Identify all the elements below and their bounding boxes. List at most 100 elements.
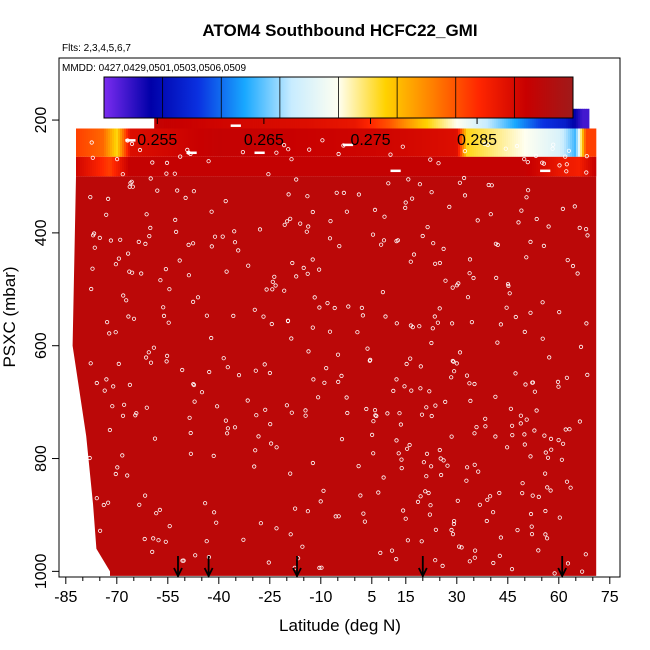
heatmap-cell — [482, 128, 485, 157]
observation-marker — [257, 227, 263, 232]
observation-marker — [290, 260, 295, 266]
heatmap-cell — [188, 156, 191, 177]
heatmap-cell — [476, 156, 479, 177]
heatmap-cell — [584, 156, 587, 177]
observation-marker — [437, 260, 442, 266]
observation-marker — [427, 512, 432, 517]
observation-marker — [127, 382, 132, 387]
observation-marker — [544, 536, 550, 541]
heatmap-cell — [392, 156, 395, 177]
observation-marker — [516, 220, 521, 225]
heatmap-cell — [410, 128, 413, 157]
heatmap-cell — [420, 128, 423, 157]
heatmap-cell — [268, 108, 271, 129]
heatmap-cell — [320, 128, 323, 157]
heatmap-cell — [210, 128, 213, 157]
heatmap-cell — [190, 108, 193, 129]
heatmap-cell — [106, 128, 109, 157]
observation-marker — [333, 514, 338, 519]
observation-marker — [232, 229, 237, 234]
observation-marker — [404, 361, 409, 367]
heatmap-cell — [486, 108, 489, 129]
observation-marker — [540, 160, 545, 165]
heatmap-cell — [384, 156, 387, 177]
heatmap-cell — [406, 108, 409, 129]
heatmap-cell — [242, 156, 245, 177]
heatmap-cell — [276, 108, 279, 129]
heatmap-cell — [438, 156, 441, 177]
heatmap-cell — [228, 128, 231, 157]
heatmap-cell — [468, 156, 471, 177]
heatmap-cell — [530, 128, 533, 157]
heatmap-cell — [344, 156, 347, 177]
heatmap-cell — [366, 108, 369, 129]
heatmap-cell — [508, 128, 511, 157]
heatmap-cell — [452, 156, 455, 177]
heatmap-cell — [398, 128, 401, 157]
heatmap-cell — [410, 156, 413, 177]
observation-marker — [146, 350, 151, 355]
observation-marker — [450, 358, 455, 364]
heatmap-cell — [154, 156, 157, 177]
observation-marker — [472, 431, 477, 436]
observation-marker — [368, 357, 373, 362]
heatmap-cell — [486, 156, 489, 177]
heatmap-cell — [156, 128, 159, 157]
heatmap-cell — [88, 156, 91, 177]
heatmap-cell — [80, 128, 83, 157]
observation-marker — [336, 151, 341, 157]
observation-marker — [493, 241, 498, 246]
heatmap-cell — [118, 128, 121, 157]
heatmap-cell — [302, 128, 305, 157]
observation-marker — [376, 490, 381, 495]
heatmap-cell — [218, 108, 221, 129]
heatmap-cell — [490, 108, 493, 129]
heatmap-cell — [446, 156, 449, 177]
observation-marker — [345, 410, 350, 416]
observation-marker — [144, 405, 149, 410]
heatmap-cell — [208, 128, 211, 157]
observation-marker — [147, 234, 152, 239]
heatmap-cell — [316, 128, 319, 157]
heatmap-cell — [280, 108, 283, 129]
heatmap-cell — [394, 108, 397, 129]
heatmap-cell — [470, 108, 473, 129]
heatmap-cell — [318, 156, 321, 177]
observation-marker — [471, 275, 476, 281]
heatmap-cell — [352, 128, 355, 157]
observation-marker — [281, 143, 287, 148]
observation-marker — [327, 236, 333, 241]
observation-marker — [505, 281, 511, 287]
heatmap-cell — [200, 128, 203, 157]
heatmap-cell — [300, 156, 303, 177]
observation-marker — [388, 152, 393, 157]
heatmap-cell — [268, 128, 271, 157]
observation-marker — [428, 503, 433, 508]
heatmap-cell — [166, 108, 169, 129]
observation-marker — [578, 344, 584, 349]
heatmap-cell — [252, 108, 255, 129]
observation-marker — [113, 262, 119, 267]
heatmap-cell — [214, 128, 217, 157]
heatmap-cell — [534, 108, 537, 129]
observation-marker — [158, 278, 163, 283]
observation-marker — [437, 447, 442, 453]
heatmap-cell — [384, 128, 387, 157]
heatmap-cell — [292, 156, 295, 177]
heatmap-cell — [332, 156, 335, 177]
heatmap-cell — [472, 128, 475, 157]
heatmap-cell — [274, 156, 277, 177]
observation-marker — [339, 373, 344, 378]
heatmap-cell — [358, 128, 361, 157]
observation-marker — [87, 455, 92, 461]
heatmap-cell — [448, 156, 451, 177]
heatmap-cell — [208, 156, 211, 177]
observation-marker — [214, 520, 219, 525]
observation-marker — [231, 313, 236, 318]
heatmap-cell — [266, 108, 269, 129]
heatmap-cell — [258, 108, 261, 129]
heatmap-cell — [488, 156, 491, 177]
heatmap-cell — [436, 128, 439, 157]
heatmap-cell — [164, 128, 167, 157]
heatmap-cell — [288, 128, 291, 157]
